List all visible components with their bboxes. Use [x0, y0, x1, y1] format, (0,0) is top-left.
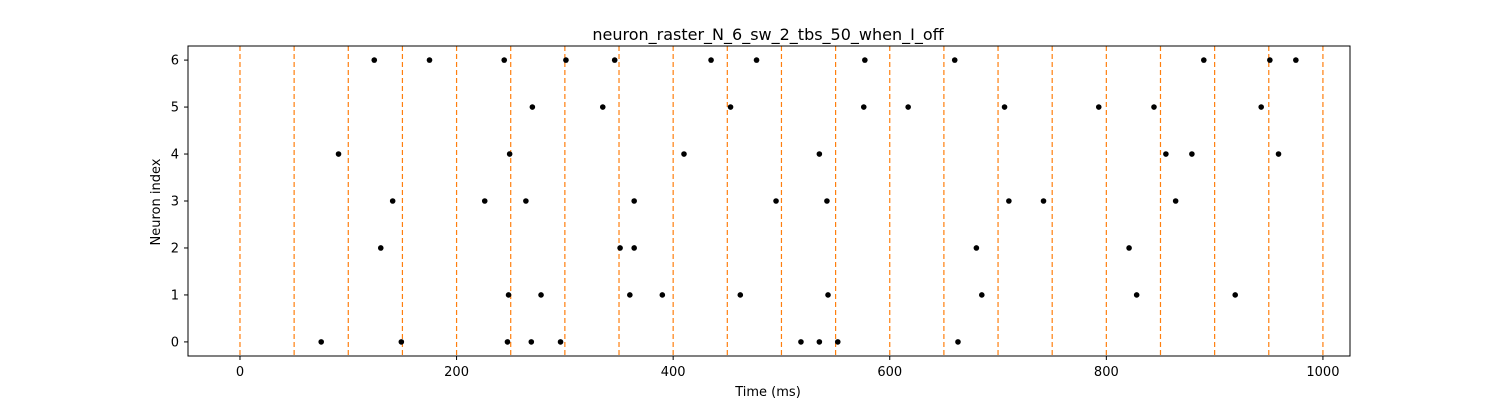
- spike-n5-1: [599, 104, 606, 110]
- spike-n0-4: [557, 339, 564, 345]
- x-tick-label-1: 200: [444, 365, 469, 380]
- spike-n1-7: [1133, 292, 1140, 298]
- spike-n3-0: [389, 198, 396, 204]
- x-tick-label-2: 400: [661, 365, 686, 380]
- spike-n3-1: [481, 198, 488, 204]
- spike-n4-4: [1163, 151, 1169, 157]
- spike-n6-5: [708, 57, 714, 63]
- spike-n6-2: [501, 57, 508, 63]
- spike-n2-0: [377, 245, 384, 251]
- spike-n4-3: [816, 151, 823, 157]
- spike-n6-8: [951, 57, 958, 63]
- spike-n5-6: [1095, 104, 1102, 110]
- spike-n0-5: [798, 339, 804, 345]
- spike-n4-1: [506, 151, 513, 157]
- y-tick-label-6: 6: [171, 54, 179, 69]
- x-tick-label-5: 1000: [1306, 365, 1339, 380]
- spike-n5-4: [905, 104, 911, 110]
- spike-n2-3: [973, 245, 980, 251]
- chart-title: neuron_raster_N_6_sw_2_tbs_50_when_I_off: [592, 25, 944, 45]
- spike-n3-8: [1172, 198, 1179, 204]
- y-tick-label-1: 1: [171, 288, 179, 303]
- spike-n4-6: [1275, 151, 1282, 157]
- spike-n4-5: [1189, 151, 1195, 157]
- spike-n0-3: [528, 339, 535, 345]
- spike-n6-9: [1201, 57, 1207, 63]
- spike-n0-6: [816, 339, 823, 345]
- spike-n4-2: [681, 151, 687, 157]
- spike-n5-8: [1258, 104, 1264, 110]
- y-tick-label-4: 4: [171, 148, 179, 163]
- spike-n2-4: [1126, 245, 1132, 251]
- spike-n1-8: [1232, 292, 1239, 298]
- spike-n6-4: [611, 57, 618, 63]
- spike-n5-0: [529, 104, 536, 110]
- spike-n2-2: [631, 245, 637, 251]
- y-tick-label-5: 5: [171, 101, 179, 116]
- spike-n6-11: [1293, 57, 1299, 63]
- y-tick-label-2: 2: [171, 241, 179, 256]
- spike-n0-8: [955, 339, 961, 345]
- spike-n3-4: [773, 198, 779, 204]
- spike-n1-4: [737, 292, 744, 298]
- y-tick-label-0: 0: [171, 335, 179, 350]
- spike-n1-0: [505, 292, 512, 298]
- x-tick-label-0: 0: [236, 365, 244, 380]
- time-bin-boundaries: [239, 46, 1324, 356]
- spike-n3-7: [1040, 198, 1047, 204]
- spike-n5-2: [727, 104, 734, 110]
- spike-n6-6: [753, 57, 760, 63]
- spike-n6-3: [563, 57, 569, 63]
- spike-n0-2: [504, 339, 511, 345]
- spike-n0-1: [398, 339, 405, 345]
- spike-n6-1: [426, 57, 433, 63]
- x-tick-label-3: 600: [877, 365, 902, 380]
- y-axis-label: Neuron index: [149, 158, 164, 245]
- spike-n1-1: [538, 292, 544, 298]
- spike-n5-7: [1151, 104, 1157, 110]
- spike-n6-7: [862, 57, 868, 63]
- spike-n3-6: [1006, 198, 1012, 204]
- spike-n1-6: [978, 292, 985, 298]
- spike-n1-5: [825, 292, 831, 298]
- spike-n1-2: [627, 292, 633, 298]
- spike-n2-1: [617, 245, 623, 251]
- spike-n5-5: [1001, 104, 1008, 110]
- spike-n4-0: [335, 151, 342, 157]
- spike-n0-7: [834, 339, 841, 345]
- x-axis-label: Time (ms): [734, 385, 801, 400]
- spike-n6-0: [371, 57, 378, 63]
- y-tick-label-3: 3: [171, 195, 179, 210]
- spike-n0-0: [318, 339, 325, 345]
- spike-n3-3: [631, 198, 637, 204]
- spike-n3-2: [523, 198, 529, 204]
- spike-n6-10: [1267, 57, 1273, 63]
- spike-n5-3: [860, 104, 867, 110]
- spike-n1-3: [659, 292, 666, 298]
- spike-markers: [318, 57, 1299, 345]
- x-tick-label-4: 800: [1094, 365, 1119, 380]
- spike-n3-5: [824, 198, 830, 204]
- axes: 0 200 400 600 800 1000 0 1 2 3 4 5 6: [171, 45, 1351, 380]
